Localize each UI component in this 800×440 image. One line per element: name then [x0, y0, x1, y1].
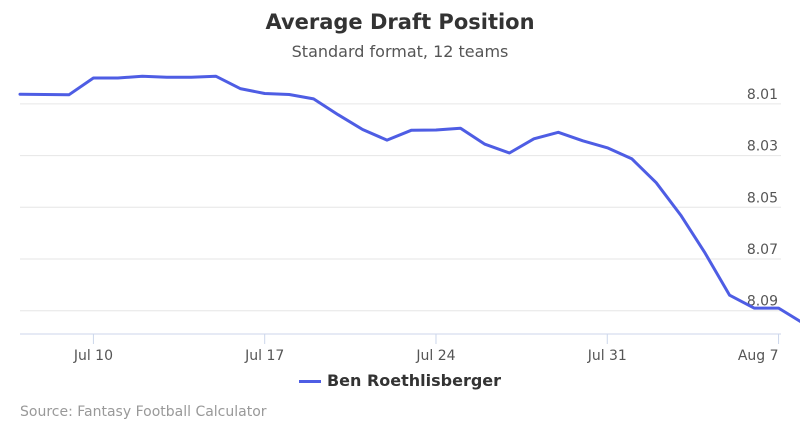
x-tick-label: Jul 10 — [73, 348, 113, 364]
x-tick-label: Aug 7 — [738, 348, 779, 364]
series-layer — [18, 74, 800, 334]
legend-label: Ben Roethlisberger — [326, 371, 502, 390]
y-axis-ticks: 8.01 8.03 8.05 8.07 8.09 — [747, 87, 778, 310]
series-line[interactable] — [18, 74, 800, 334]
legend-line-swatch — [298, 380, 321, 383]
source-credit[interactable]: Source: Fantasy Football Calculator — [20, 404, 267, 420]
x-tick-label: Jul 17 — [244, 348, 284, 364]
x-axis-ticks: Jul 10 Jul 17 Jul 24 Jul 31 Aug 7 — [73, 334, 780, 364]
y-tick-label: 8.05 — [747, 190, 778, 206]
y-tick-label: 8.09 — [747, 294, 778, 310]
y-tick-label: 8.07 — [747, 242, 778, 258]
x-tick-label: Jul 31 — [587, 348, 627, 364]
grid-lines — [20, 103, 781, 312]
x-tick-label: Jul 24 — [415, 348, 455, 364]
chart-title: Average Draft Position — [265, 10, 535, 34]
y-tick-label: 8.03 — [747, 139, 778, 155]
legend[interactable]: Ben Roethlisberger — [0, 371, 800, 390]
y-tick-label: 8.01 — [747, 87, 778, 103]
chart-subtitle: Standard format, 12 teams — [291, 42, 509, 61]
